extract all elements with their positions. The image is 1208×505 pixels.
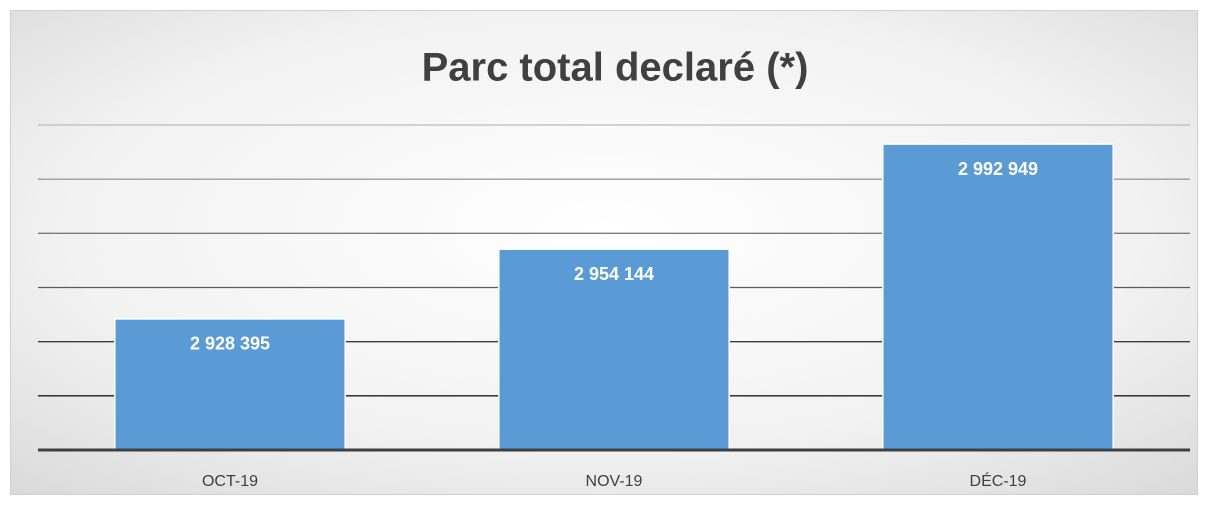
x-tick-label: OCT-19 <box>202 473 258 490</box>
data-label: 2 992 949 <box>958 159 1038 179</box>
x-tick-label: DÉC-19 <box>970 471 1027 490</box>
bar <box>882 143 1114 451</box>
bar <box>114 318 346 451</box>
chart-title: Parc total declaré (*) <box>422 46 809 90</box>
bar <box>498 248 730 451</box>
x-tick-label: NOV-19 <box>586 473 643 490</box>
data-label: 2 954 144 <box>574 264 654 284</box>
data-label: 2 928 395 <box>190 334 270 354</box>
